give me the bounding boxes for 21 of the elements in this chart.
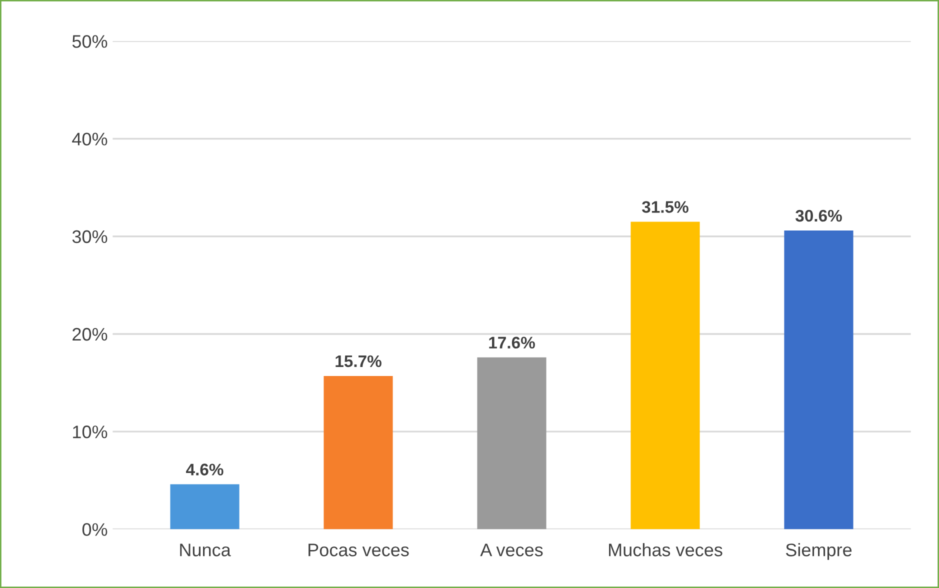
bar [170,484,240,530]
bar [630,222,700,530]
y-tick-label: 20% [72,328,108,341]
x-tick-label: Pocas veces [308,544,409,556]
bar [324,376,393,530]
bar [477,357,546,530]
x-tick-label: Nunca [180,544,231,556]
x-tick-label: Siempre [786,543,852,560]
x-tick-label: Muchas veces [609,543,722,556]
data-label: 31.5% [642,201,688,213]
y-tick-label: 40% [72,132,108,146]
y-tick-label: 50% [72,35,108,48]
data-label: 30.6% [795,210,842,222]
x-tick-label: A veces [480,544,543,556]
data-label: 4.6% [186,464,224,476]
bar [784,230,854,530]
y-tick-label: 30% [72,230,108,244]
y-tick-label: 10% [73,426,108,438]
data-label: 17.6% [489,336,535,349]
y-tick-label: 0% [82,523,108,536]
data-label: 15.7% [336,355,382,368]
